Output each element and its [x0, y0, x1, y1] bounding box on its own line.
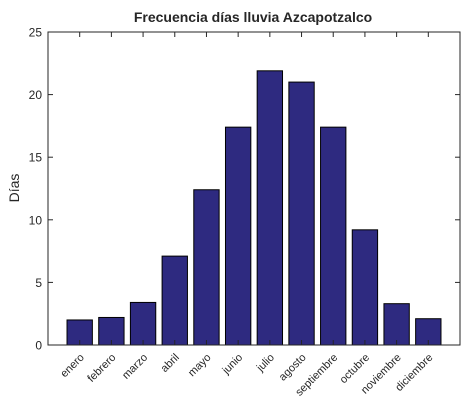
- bar-octubre: [351, 229, 379, 346]
- y-ticks: 0 5 10 15 20 25: [29, 26, 460, 353]
- y-tick-label: 25: [29, 26, 43, 40]
- bar-marzo: [129, 301, 157, 346]
- bar-septiembre: [320, 126, 347, 346]
- y-axis-label: Días: [6, 174, 22, 203]
- x-tick-label: marzo: [120, 352, 150, 382]
- y-tick-label: 15: [29, 151, 43, 165]
- y-tick-label: 10: [29, 213, 43, 227]
- x-tick-label: abril: [159, 352, 182, 375]
- bar-abril: [161, 255, 188, 346]
- bar-julio: [256, 70, 284, 346]
- axes-box: [47, 31, 461, 346]
- y-tick-label: 5: [35, 276, 42, 290]
- x-tick-label: junio: [220, 352, 246, 378]
- y-tick-label: 0: [35, 339, 42, 353]
- x-tick-label: julio: [254, 352, 277, 375]
- axes-layer: [47, 31, 461, 346]
- y-tick-label: 20: [29, 88, 43, 102]
- chart-title: Frecuencia días lluvia Azcapotzalco: [134, 9, 372, 25]
- bar-junio: [224, 126, 252, 346]
- bars-layer: [66, 70, 442, 346]
- bar-mayo: [193, 189, 220, 346]
- bar-agosto: [288, 81, 315, 346]
- x-tick-label: enero: [58, 352, 86, 380]
- x-tick-label: febrero: [85, 352, 118, 385]
- bar-noviembre: [383, 303, 410, 346]
- x-tick-label: mayo: [186, 352, 214, 380]
